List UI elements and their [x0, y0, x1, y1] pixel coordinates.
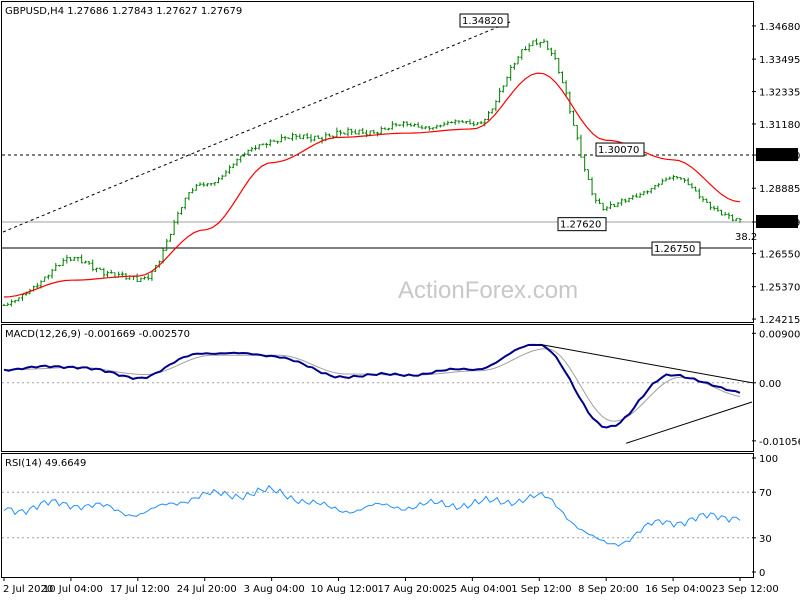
rsi-header: RSI(14) 49.6649 — [5, 458, 86, 469]
price-tag-label: 1.30070 — [759, 151, 800, 162]
price-axis-label: 1.26550 — [759, 250, 800, 261]
macd-trend-lower — [626, 401, 753, 444]
price-label-3: 1.26750 — [654, 244, 695, 255]
trend-line-dashed — [2, 21, 511, 233]
time-axis-label: 16 Sep 04:00 — [645, 584, 712, 595]
price-axis-label: 1.24215 — [759, 315, 800, 326]
macd-header: MACD(12,26,9) -0.001669 -0.002570 — [5, 329, 190, 340]
time-axis-label: 10 Jul 04:00 — [43, 584, 103, 595]
price-label-box — [557, 217, 607, 232]
time-axis-label: 10 Aug 12:00 — [311, 584, 378, 595]
rsi-axis: 100 70 30 0 — [752, 454, 778, 579]
time-axis-label: 25 Aug 04:00 — [444, 584, 511, 595]
macd-line — [3, 343, 741, 429]
moving-average-line — [3, 72, 741, 298]
price-label-box — [595, 142, 645, 157]
time-axis-label: 17 Aug 20:00 — [377, 584, 444, 595]
rsi-line — [3, 484, 741, 547]
macd-axis-label: 0.00 — [759, 379, 781, 390]
price-tag-bg — [756, 148, 798, 162]
time-axis-label: 8 Sep 20:00 — [578, 584, 638, 595]
macd-panel-frame — [1, 324, 754, 452]
price-axis-label: 1.25370 — [759, 283, 800, 294]
time-axis-label: 1 Sep 12:00 — [511, 584, 571, 595]
rsi-axis-label: 100 — [759, 454, 778, 465]
rsi-group — [2, 484, 752, 547]
rsi-panel-frame — [1, 453, 754, 578]
price-panel-frame — [1, 1, 754, 323]
time-axis-label: 3 Aug 04:00 — [244, 584, 305, 595]
fib-label: 38.2 — [735, 232, 757, 243]
price-axis: 1.34680 1.33495 1.32335 1.31180 1.30070 1.288… — [752, 22, 800, 326]
macd-signal-line — [4, 348, 741, 422]
price-axis-label: 1.31180 — [759, 120, 800, 131]
time-axis-label: 24 Jul 20:00 — [177, 584, 237, 595]
time-axis-label: 17 Jul 12:00 — [110, 584, 170, 595]
price-label-0: 1.34820 — [462, 16, 503, 27]
price-axis-label: 1.28885 — [759, 184, 800, 195]
macd-axis-label: 0.009003 — [759, 329, 800, 340]
price-label-1: 1.30070 — [598, 145, 639, 156]
price-header: GBPUSD,H4 1.27686 1.27843 1.27627 1.2767… — [5, 6, 242, 17]
macd-axis-label: -0.010566 — [759, 437, 800, 448]
price-tag-bg — [756, 215, 798, 229]
price-axis-label: 1.32335 — [759, 88, 800, 99]
price-axis-label: 1.33495 — [759, 55, 800, 66]
price-label-box — [651, 241, 701, 256]
price-axis-label: 1.34680 — [759, 22, 800, 33]
time-axis-label: 2 Jul 2020 — [3, 584, 53, 595]
rsi-axis-label: 70 — [759, 488, 772, 499]
price-label-2: 1.27620 — [560, 220, 601, 231]
time-axis-label: 23 Sep 12:00 — [712, 584, 779, 595]
rsi-axis-label: 0 — [759, 568, 765, 579]
macd-axis: 0.009003 0.00 -0.010566 — [752, 329, 800, 448]
price-tag-label: 1.27679 — [759, 218, 800, 229]
price-bars — [2, 38, 742, 307]
macd-trend-upper — [539, 343, 753, 384]
rsi-axis-label: 30 — [759, 534, 772, 545]
price-annotations: 1.34820 1.30070 1.27620 1.26750 38.2 — [459, 13, 757, 256]
ma-line-group — [3, 72, 741, 298]
macd-group — [2, 343, 753, 444]
price-label-box — [459, 13, 509, 28]
watermark: ActionForex.com — [398, 277, 578, 304]
